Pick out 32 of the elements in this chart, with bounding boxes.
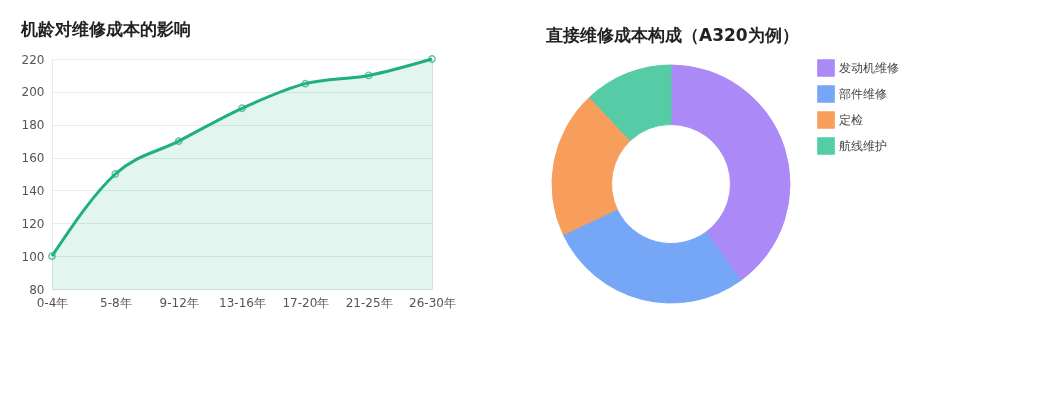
y-tick-label: 100 — [21, 249, 45, 264]
x-tick-label: 17-20年 — [282, 295, 330, 310]
legend-label: 定检 — [839, 113, 863, 127]
point — [238, 104, 246, 113]
legend-label: 部件维修 — [839, 87, 887, 101]
point — [111, 170, 120, 178]
chart-title: 直接维修成本构成（A320为例） — [545, 25, 799, 45]
x-tick-label: 13-16年 — [219, 295, 266, 310]
x-tick-label: 26-30年 — [409, 295, 456, 310]
x-tick-label: 0-4年 — [36, 295, 69, 310]
donut-slice — [589, 64, 672, 142]
x-tick-label: 9-12年 — [159, 295, 199, 310]
point — [48, 252, 56, 261]
point — [301, 79, 310, 88]
donut-slice — [551, 96, 631, 236]
donut-slice — [670, 64, 791, 281]
donut-slice — [562, 208, 742, 304]
y-tick-label: 120 — [21, 216, 45, 231]
y-tick-label: 160 — [21, 151, 45, 166]
chart-title: 机龄对维修成本的影响 — [20, 18, 192, 39]
y-tick-label: 140 — [21, 183, 45, 198]
point — [364, 71, 373, 80]
y-tick-label: 220 — [21, 52, 45, 67]
y-tick-label: 200 — [21, 85, 45, 100]
x-tick-label: 21-25年 — [345, 295, 393, 310]
y-tick-label: 80 — [29, 282, 45, 297]
point — [174, 137, 183, 146]
x-tick-label: 5-8年 — [100, 295, 132, 310]
point — [428, 55, 436, 63]
y-tick-label: 180 — [21, 118, 45, 133]
legend-label: 航线维护 — [839, 139, 887, 153]
legend-label: 发动机维修 — [839, 61, 899, 75]
